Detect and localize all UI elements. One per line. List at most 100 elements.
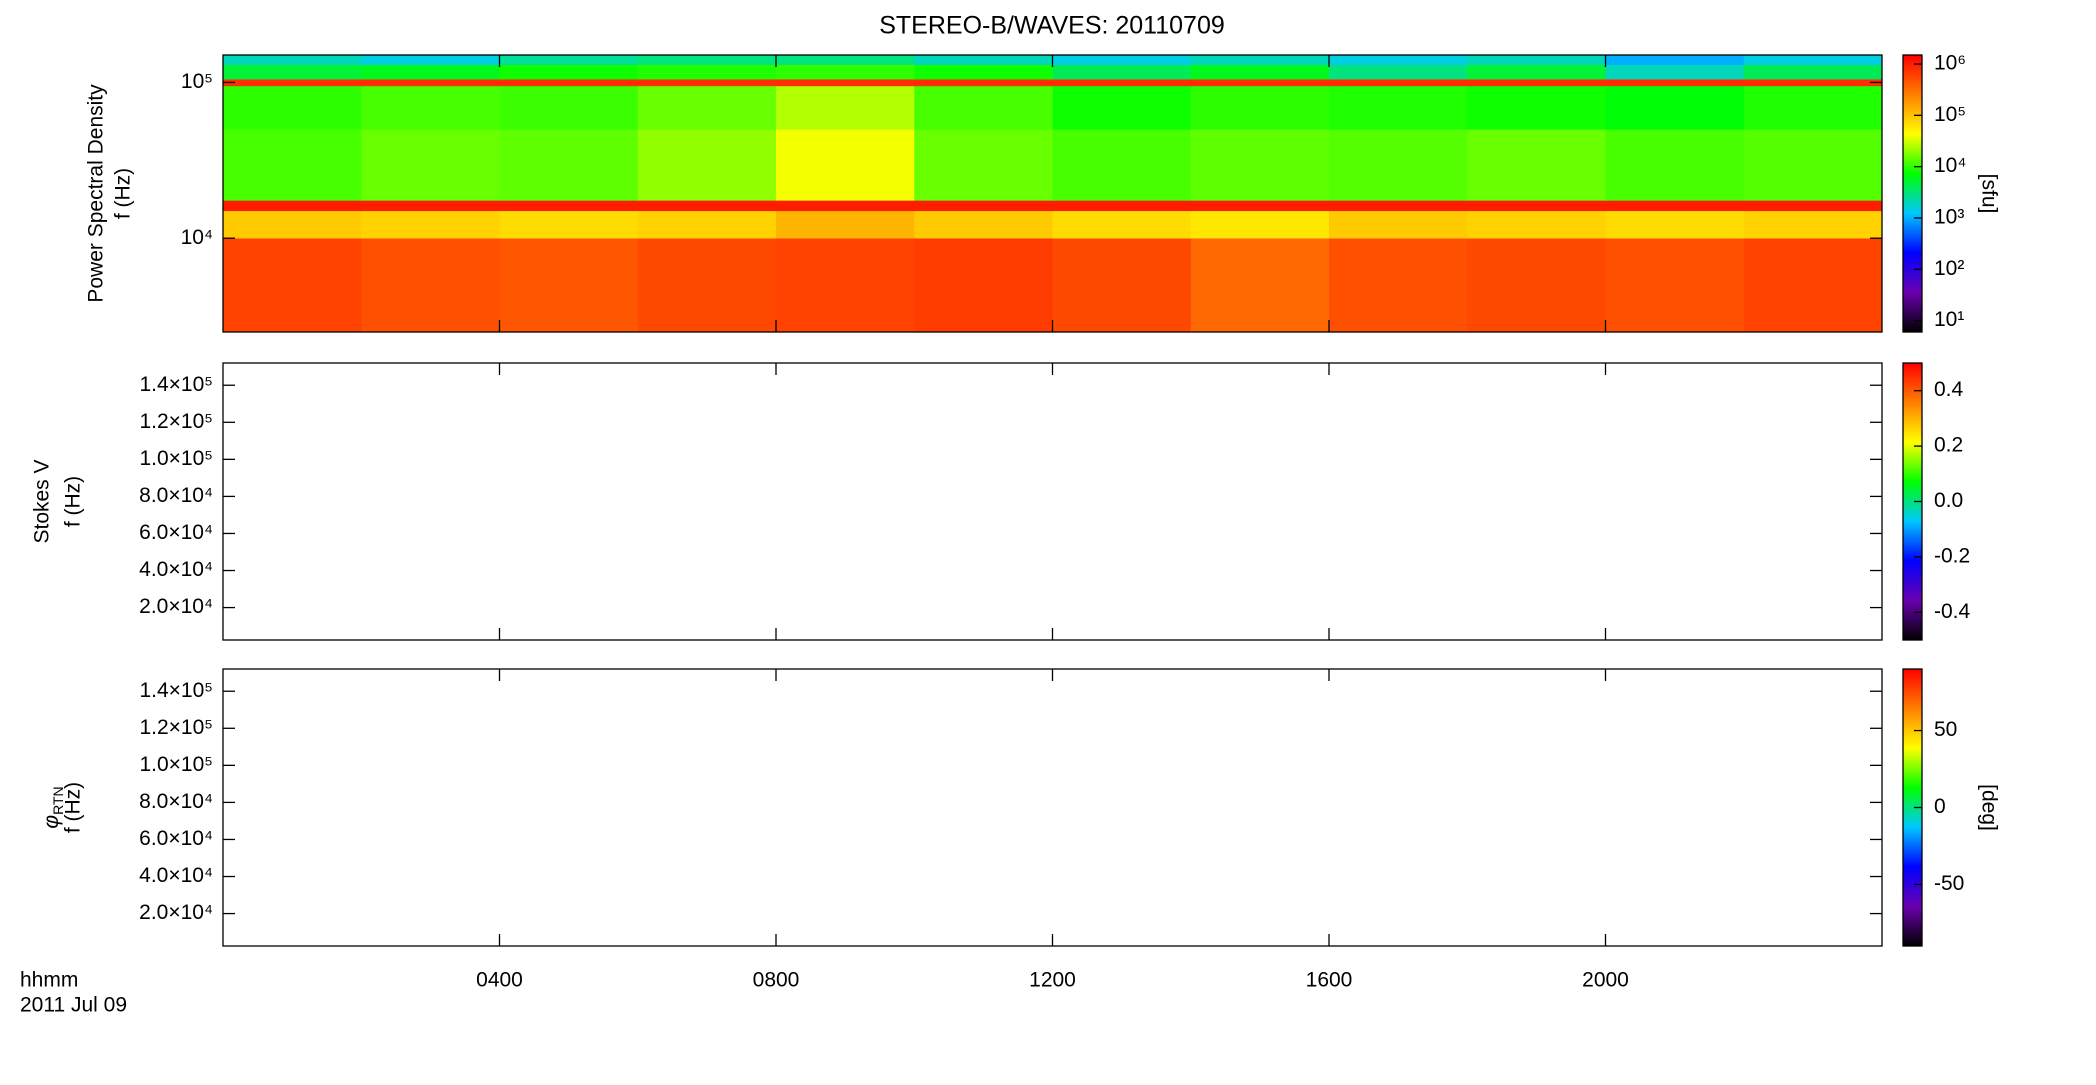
heatmap-cell: [223, 200, 362, 212]
heatmap-cell: [637, 129, 777, 201]
y-tick-label: 1.2×10⁵: [139, 410, 213, 433]
x-tick-label: 1600: [1306, 969, 1353, 992]
heatmap-cell: [914, 238, 1053, 333]
heatmap-cell: [914, 79, 1053, 87]
heatmap-cell: [499, 55, 639, 65]
heatmap-cell: [1743, 129, 1883, 201]
colorbar-tick-label: 10⁵: [1934, 103, 1966, 126]
x-tick-label: 2000: [1582, 969, 1629, 992]
colorbar-tick-label: 0: [1934, 795, 1946, 818]
y-tick-label: 8.0×10⁴: [139, 790, 213, 813]
heatmap-cell: [1605, 55, 1745, 65]
heatmap-cell: [499, 129, 639, 201]
heatmap-cell: [637, 210, 777, 239]
heatmap-cell: [361, 238, 500, 333]
heatmap-cell: [914, 85, 1053, 130]
colorbar-tick-label: -0.2: [1934, 544, 1970, 567]
heatmap-cell: [1190, 129, 1330, 201]
heatmap-cell: [1190, 238, 1330, 333]
colorbar-tick-label: 0.2: [1934, 434, 1963, 457]
colorbar-tick-label: 50: [1934, 718, 1957, 741]
plot-frame: [222, 362, 1883, 641]
heatmap-cell: [1190, 200, 1330, 212]
colorbar-tick-label: -50: [1934, 872, 1964, 895]
heatmap-cell: [1467, 55, 1606, 65]
heatmap-cell: [1329, 79, 1468, 87]
heatmap-cell: [1467, 85, 1606, 130]
heatmap-cell: [499, 210, 639, 239]
heatmap-cell: [1467, 129, 1606, 201]
heatmap-cell: [914, 55, 1053, 65]
heatmap-cell: [1743, 79, 1883, 87]
date-label: 2011 Jul 09: [20, 994, 127, 1017]
heatmap-cell: [1743, 64, 1883, 80]
heatmap-cell: [1605, 129, 1745, 201]
heatmap-cell: [776, 129, 915, 201]
y-axis-label-symbol: φ: [40, 815, 63, 829]
y-tick-label: 10⁵: [181, 70, 213, 93]
colorbar-tick-label: 10³: [1934, 206, 1964, 229]
heatmap-cell: [1743, 55, 1883, 65]
heatmap-cell: [1052, 55, 1192, 65]
y-tick-label: 8.0×10⁴: [139, 484, 213, 507]
heatmap-cell: [1190, 210, 1330, 239]
heatmap-cell: [1743, 85, 1883, 130]
heatmap-cell: [361, 200, 500, 212]
heatmap-cell: [1052, 200, 1192, 212]
heatmap-cell: [223, 64, 362, 80]
heatmap-cell: [361, 210, 500, 239]
y-tick-label: 2.0×10⁴: [139, 901, 213, 924]
heatmap-cell: [1605, 85, 1745, 130]
y-tick-label: 1.2×10⁵: [139, 716, 213, 739]
y-axis-label-subscript: RTN: [50, 786, 66, 815]
heatmap-cell: [1605, 238, 1745, 333]
heatmap-cell: [361, 64, 500, 80]
colorbar-tick-label: -0.4: [1934, 600, 1971, 623]
heatmap-cell: [1190, 55, 1330, 65]
colorbar-tick-label: 10¹: [1934, 308, 1964, 331]
y-tick-label: 6.0×10⁴: [139, 521, 213, 544]
y-tick-label: 1.4×10⁵: [139, 679, 213, 702]
heatmap-cell: [637, 64, 777, 80]
heatmap-cell: [1467, 64, 1606, 80]
heatmap-cell: [499, 200, 639, 212]
heatmap-cell: [776, 210, 915, 239]
heatmap-cell: [637, 238, 777, 333]
heatmap-cell: [1467, 79, 1606, 87]
heatmap-cell: [223, 79, 362, 87]
heatmap-cell: [1743, 238, 1883, 333]
y-axis-label: f (Hz): [62, 782, 85, 833]
heatmap-cell: [1329, 200, 1468, 212]
y-tick-label: 10⁴: [181, 226, 213, 249]
heatmap-cell: [776, 85, 915, 130]
heatmap-cell: [361, 55, 500, 65]
colorbar-tick-label: 10²: [1934, 257, 1964, 280]
heatmap-cell: [223, 210, 362, 239]
y-axis-label: φRTN: [40, 786, 66, 828]
y-axis-label: f (Hz): [62, 476, 85, 527]
heatmap-cell: [776, 55, 915, 65]
heatmap-cell: [361, 85, 500, 130]
heatmap-cell: [776, 64, 915, 80]
heatmap-cell: [223, 129, 362, 201]
y-tick-label: 6.0×10⁴: [139, 827, 213, 850]
heatmap-cell: [499, 238, 639, 333]
heatmap-cell: [637, 55, 777, 65]
colorbar-tick-label: 10⁶: [1934, 52, 1966, 75]
heatmap-cell: [776, 79, 915, 87]
y-tick-label: 1.4×10⁵: [139, 373, 213, 396]
y-tick-label: 1.0×10⁵: [139, 753, 213, 776]
colorbar: [1902, 54, 1923, 333]
heatmap-cell: [499, 64, 639, 80]
heatmap-cell: [637, 200, 777, 212]
heatmap-cell: [1052, 79, 1192, 87]
heatmap-cell: [776, 200, 915, 212]
heatmap-cell: [1190, 64, 1330, 80]
heatmap-cell: [1329, 238, 1468, 333]
heatmap-cell: [776, 238, 915, 333]
heatmap-cell: [361, 129, 500, 201]
colorbar-tick-label: 10⁴: [1934, 154, 1966, 177]
heatmap-cell: [1467, 210, 1606, 239]
heatmap-cell: [1052, 129, 1192, 201]
